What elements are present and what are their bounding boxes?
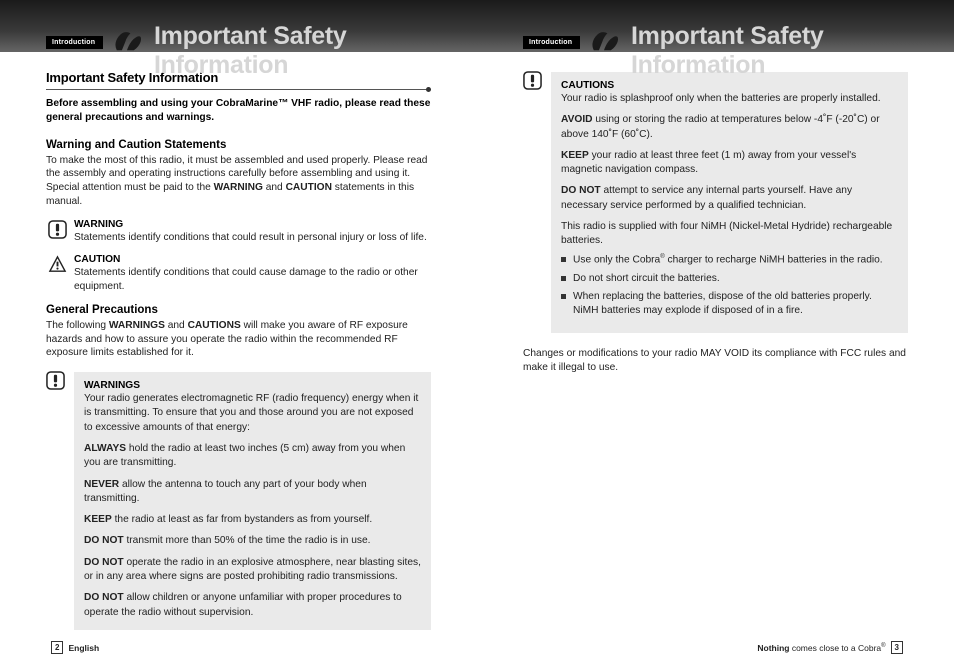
- footer-left: 2 English: [0, 641, 477, 654]
- cobra-logo-icon: [587, 28, 621, 57]
- header-title-left: Important Safety Information: [154, 22, 477, 80]
- cautions-list: Your radio is splashproof only when the …: [561, 92, 898, 249]
- intro-tag-left: Introduction: [46, 36, 103, 49]
- warnings-icon: [46, 370, 68, 630]
- content: Important Safety Information Before asse…: [0, 52, 954, 630]
- caution-icon: [46, 254, 68, 294]
- warning-block: WARNING Statements identify conditions t…: [46, 219, 431, 245]
- header-title-right: Important Safety Information: [631, 22, 954, 80]
- caution-text: Statements identify conditions that coul…: [74, 266, 431, 294]
- caution-block: CAUTION Statements identify conditions t…: [46, 254, 431, 294]
- header-band: Introduction Important Safety Informatio…: [0, 0, 954, 52]
- caution-title: CAUTION: [74, 254, 431, 265]
- list-item: NEVER allow the antenna to touch any par…: [84, 478, 421, 507]
- intro-tag-right: Introduction: [523, 36, 580, 49]
- list-item: KEEP your radio at least three feet (1 m…: [561, 149, 898, 178]
- warning-icon: [46, 219, 68, 245]
- header-right: Introduction Important Safety Informatio…: [477, 0, 954, 52]
- footer-right: Nothing comes close to a Cobra® 3: [477, 641, 954, 654]
- list-item: AVOID using or storing the radio at temp…: [561, 113, 898, 142]
- cautions-gray-box: CAUTIONS Your radio is splashproof only …: [551, 72, 908, 333]
- section-underline: [46, 89, 431, 90]
- warning-title: WARNING: [74, 219, 431, 230]
- footer-lang: English: [68, 643, 99, 653]
- bullet-item: When replacing the batteries, dispose of…: [561, 290, 898, 318]
- list-item: DO NOT allow children or anyone unfamili…: [84, 591, 421, 620]
- footer: 2 English Nothing comes close to a Cobra…: [0, 641, 954, 654]
- page-number-left: 2: [51, 641, 63, 654]
- list-item: ALWAYS hold the radio at least two inche…: [84, 442, 421, 471]
- warnings-box-wrap: WARNINGS Your radio generates electromag…: [46, 370, 431, 630]
- list-item: Your radio generates electromagnetic RF …: [84, 392, 421, 435]
- right-column: CAUTIONS Your radio is splashproof only …: [477, 70, 954, 630]
- bullet-list: Use only the Cobra® charger to recharge …: [561, 253, 898, 318]
- body-text: The following WARNINGS and CAUTIONS will…: [46, 319, 431, 360]
- list-item: DO NOT operate the radio in an explosive…: [84, 556, 421, 585]
- warning-text: Statements identify conditions that coul…: [74, 231, 431, 245]
- list-item: DO NOT attempt to service any internal p…: [561, 184, 898, 213]
- sub-heading-general: General Precautions: [46, 304, 431, 316]
- body-text: To make the most of this radio, it must …: [46, 154, 431, 209]
- bullet-item: Use only the Cobra® charger to recharge …: [561, 253, 898, 267]
- sub-heading-warning-caution: Warning and Caution Statements: [46, 139, 431, 151]
- cobra-logo-icon: [110, 28, 144, 57]
- closing-text: Changes or modifications to your radio M…: [523, 347, 908, 375]
- footer-tagline: Nothing comes close to a Cobra®: [757, 643, 885, 653]
- list-item: Your radio is splashproof only when the …: [561, 92, 898, 106]
- warnings-list: Your radio generates electromagnetic RF …: [84, 392, 421, 620]
- cautions-block-title: CAUTIONS: [561, 80, 898, 91]
- list-item: KEEP the radio at least as far from byst…: [84, 513, 421, 527]
- bullet-item: Do not short circuit the batteries.: [561, 272, 898, 286]
- header-left: Introduction Important Safety Informatio…: [0, 0, 477, 52]
- left-column: Important Safety Information Before asse…: [0, 70, 477, 630]
- warnings-block-title: WARNINGS: [84, 380, 421, 391]
- intro-bold: Before assembling and using your CobraMa…: [46, 97, 431, 125]
- warnings-gray-box: WARNINGS Your radio generates electromag…: [74, 372, 431, 630]
- list-item: This radio is supplied with four NiMH (N…: [561, 220, 898, 249]
- cautions-box-wrap: CAUTIONS Your radio is splashproof only …: [523, 70, 908, 333]
- cautions-icon: [523, 70, 545, 333]
- page-number-right: 3: [891, 641, 903, 654]
- list-item: DO NOT transmit more than 50% of the tim…: [84, 534, 421, 548]
